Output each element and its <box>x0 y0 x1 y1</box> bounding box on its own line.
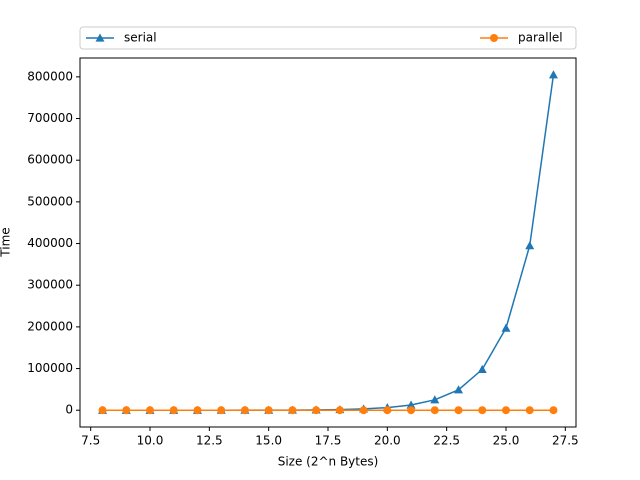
marker <box>98 406 107 415</box>
plot-frame <box>79 57 577 428</box>
x-axis-label: Size (2^n Bytes) <box>278 455 379 469</box>
marker <box>312 406 321 415</box>
marker <box>193 406 202 415</box>
marker <box>383 406 392 415</box>
y-tick-label: 200000 <box>27 319 73 333</box>
y-tick-label: 300000 <box>27 278 73 292</box>
y-axis-label: Time <box>0 227 13 257</box>
x-tick-label: 7.5 <box>81 434 100 448</box>
marker <box>549 406 558 415</box>
marker <box>525 406 534 415</box>
marker <box>501 406 510 415</box>
marker <box>146 406 155 415</box>
marker <box>240 406 249 415</box>
legend-label: serial <box>124 31 157 45</box>
y-tick-label: 100000 <box>27 361 73 375</box>
marker <box>454 385 464 394</box>
y-tick-label: 600000 <box>27 153 73 167</box>
marker <box>430 406 439 415</box>
series-line <box>102 74 555 411</box>
y-tick-label: 0 <box>65 403 73 417</box>
marker <box>477 364 487 373</box>
x-tick-label: 17.5 <box>315 434 342 448</box>
marker <box>501 323 511 332</box>
marker <box>490 34 498 42</box>
marker <box>95 33 105 42</box>
y-tick-label: 400000 <box>27 236 73 250</box>
marker <box>454 406 463 415</box>
legend-label: parallel <box>518 31 563 45</box>
marker <box>548 70 558 79</box>
marker <box>359 406 368 415</box>
marker <box>217 406 226 415</box>
marker <box>407 406 416 415</box>
marker <box>478 406 487 415</box>
marker <box>335 406 344 415</box>
legend-box <box>79 26 577 50</box>
y-tick-label: 800000 <box>27 69 73 83</box>
x-tick-label: 15.0 <box>255 434 282 448</box>
marker <box>169 406 178 415</box>
x-tick-label: 12.5 <box>196 434 223 448</box>
marker <box>525 241 535 250</box>
y-tick-label: 500000 <box>27 194 73 208</box>
y-tick-label: 700000 <box>27 111 73 125</box>
x-tick-label: 27.5 <box>552 434 579 448</box>
marker <box>406 400 416 409</box>
marker <box>264 406 273 415</box>
marker <box>430 395 440 404</box>
marker <box>122 406 131 415</box>
x-tick-label: 10.0 <box>137 434 164 448</box>
x-tick-label: 22.5 <box>433 434 460 448</box>
x-tick-label: 20.0 <box>374 434 401 448</box>
x-tick-label: 25.0 <box>493 434 520 448</box>
marker <box>288 406 297 415</box>
